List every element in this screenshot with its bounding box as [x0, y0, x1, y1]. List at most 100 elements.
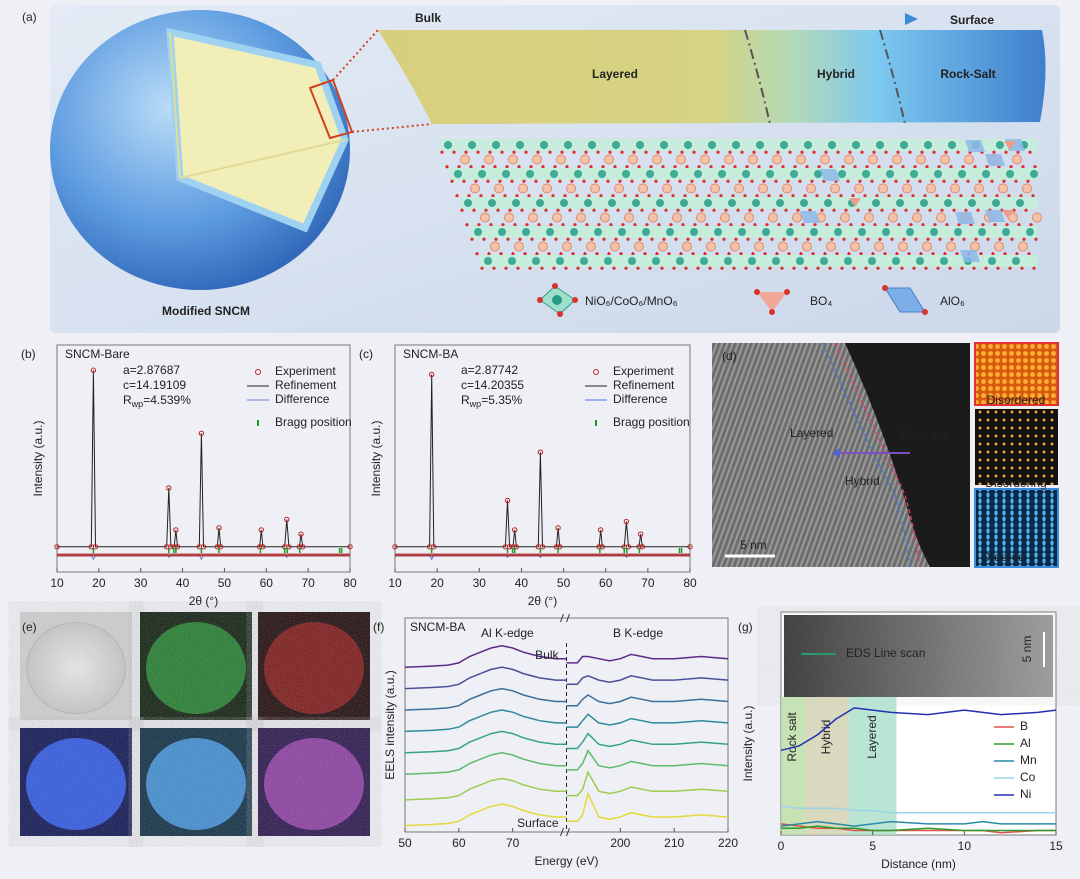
li-atom: [700, 154, 710, 165]
data-point: [431, 544, 437, 550]
x-tick-label: 50: [218, 576, 232, 590]
li-atom: [754, 241, 764, 252]
tm-atom: [454, 170, 462, 178]
tm-atom: [670, 170, 678, 178]
tm-atom: [608, 199, 616, 207]
tm-atom: [804, 141, 812, 149]
data-point: [513, 544, 520, 550]
tm-atom: [1016, 199, 1024, 207]
tm-atom: [828, 141, 836, 149]
o-atom: [587, 194, 591, 198]
li-atom: [1012, 154, 1022, 165]
o-atom: [780, 266, 784, 270]
o-atom: [676, 208, 680, 212]
o-atom: [568, 208, 572, 212]
legend-icon: [557, 311, 563, 317]
o-atom: [486, 179, 490, 183]
o-atom: [784, 208, 788, 212]
o-atom: [793, 165, 797, 169]
region-label: Rock salt: [785, 712, 799, 762]
tm-atom: [796, 257, 804, 265]
annotation: a=2.87687: [123, 363, 180, 377]
li-atom: [710, 183, 720, 194]
tm-atom: [810, 228, 818, 236]
o-atom: [728, 150, 732, 154]
region-label: Hybrid: [819, 720, 833, 755]
li-atom: [964, 154, 974, 165]
o-atom: [882, 179, 886, 183]
o-atom: [536, 150, 540, 154]
o-atom: [522, 179, 526, 183]
li-atom: [580, 154, 590, 165]
spectrum-label: Bulk: [535, 648, 559, 662]
o-atom: [511, 252, 515, 256]
o-atom: [788, 150, 792, 154]
data-point: [511, 527, 518, 533]
li-atom: [682, 241, 692, 252]
o-atom: [908, 150, 912, 154]
map-noise: [140, 612, 252, 720]
x-axis-label: Distance (nm): [881, 857, 956, 871]
tm-atom: [766, 170, 774, 178]
o-atom: [721, 165, 725, 169]
o-atom: [858, 179, 862, 183]
label-phase: Hybrid: [817, 67, 855, 81]
o-atom: [660, 266, 664, 270]
o-atom: [596, 150, 600, 154]
o-atom: [527, 194, 531, 198]
data-point: [687, 544, 693, 550]
tm-atom: [876, 141, 884, 149]
o-atom: [966, 179, 970, 183]
o-atom: [1007, 194, 1011, 198]
data-point: [166, 485, 172, 491]
o-atom: [475, 252, 479, 256]
o-atom: [914, 237, 918, 241]
annotation: c=14.20355: [461, 378, 524, 392]
x-tick-label: 30: [134, 576, 148, 590]
tm-atom: [752, 199, 760, 207]
tm-atom: [512, 199, 520, 207]
o-atom: [575, 194, 579, 198]
o-atom: [640, 208, 644, 212]
tm-atom: [636, 141, 644, 149]
o-atom: [632, 150, 636, 154]
tm-atom: [570, 228, 578, 236]
o-atom: [481, 165, 485, 169]
o-atom: [772, 208, 776, 212]
x-tick-label: 60: [599, 576, 613, 590]
eds-maps: [20, 612, 370, 836]
o-atom: [815, 194, 819, 198]
o-atom: [492, 266, 496, 270]
o-atom: [647, 194, 651, 198]
annotation-part: wp: [131, 399, 144, 409]
x-tick-label: 50: [557, 576, 571, 590]
tm-atom: [924, 141, 932, 149]
o-atom: [552, 266, 556, 270]
o-atom: [695, 194, 699, 198]
tm-atom: [852, 141, 860, 149]
o-atom: [672, 266, 676, 270]
alo6-unit: [985, 210, 1005, 222]
o-atom: [636, 266, 640, 270]
o-atom: [667, 252, 671, 256]
o-atom: [1016, 150, 1020, 154]
o-atom: [732, 266, 736, 270]
o-atom: [576, 266, 580, 270]
spectrum: [566, 653, 729, 664]
o-atom: [755, 194, 759, 198]
tm-atom: [738, 228, 746, 236]
tm-atom: [958, 170, 966, 178]
label-bulk: Bulk: [415, 11, 441, 25]
tm-atom: [742, 170, 750, 178]
o-atom: [871, 252, 875, 256]
tm-atom: [464, 199, 472, 207]
li-atom: [888, 212, 898, 223]
tm-atom: [790, 170, 798, 178]
o-atom: [902, 237, 906, 241]
o-atom: [537, 223, 541, 227]
data-point: [173, 527, 179, 533]
alo6-unit: [965, 140, 985, 152]
data-point: [506, 544, 513, 550]
li-atom: [556, 154, 566, 165]
o-atom: [849, 223, 853, 227]
